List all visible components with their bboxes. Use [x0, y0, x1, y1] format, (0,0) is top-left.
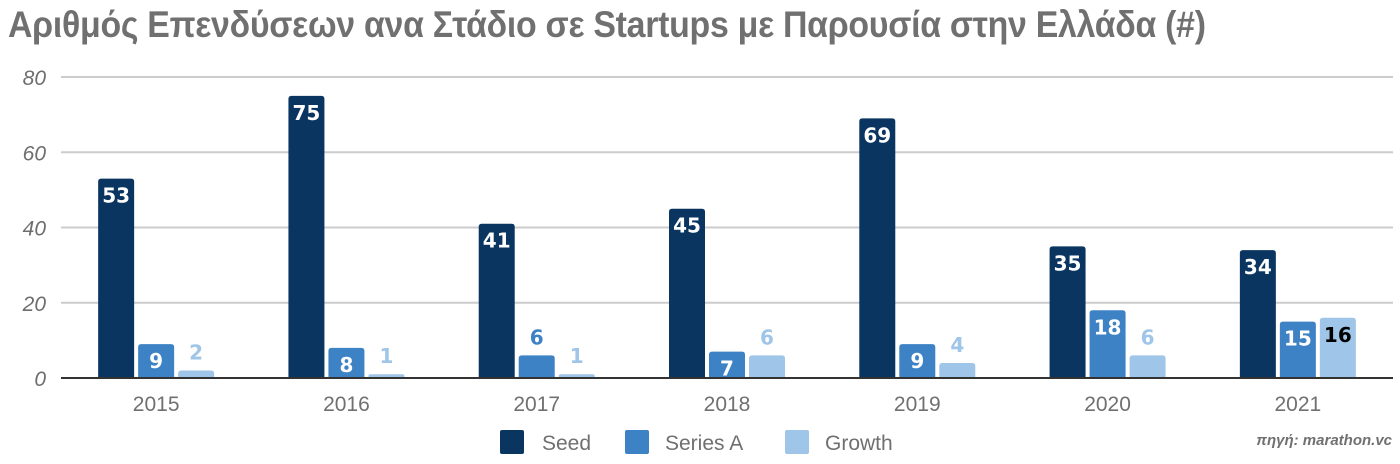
bar-growth-2015 [178, 370, 215, 378]
bar-series-a-2021 [1279, 321, 1316, 378]
y-tick-label: 40 [23, 218, 47, 241]
bar-seed-2017 [478, 223, 515, 378]
x-tick-label: 2021 [1274, 393, 1321, 416]
x-tick-label: 2016 [323, 393, 370, 416]
data-label-seed-2016: 75 [293, 101, 321, 125]
data-label-series-a-2018: 7 [720, 357, 734, 381]
legend-label-series-a: Series A [665, 432, 743, 455]
bar-growth-2018 [749, 355, 785, 378]
legend-swatch-series-a [625, 430, 649, 454]
bar-series-a-2017 [518, 355, 555, 378]
y-axis-ticks: 0 20 40 60 80 [22, 67, 47, 391]
y-tick-label: 20 [22, 293, 47, 316]
bar-seed-2020 [1049, 246, 1086, 378]
data-label-growth-2015: 2 [189, 340, 203, 364]
data-label-seed-2019: 69 [863, 123, 891, 147]
y-tick-label: 60 [23, 142, 47, 165]
bar-series-a-2020 [1089, 310, 1126, 378]
data-label-growth-2018: 6 [760, 325, 774, 349]
y-tick-label: 0 [34, 368, 46, 391]
legend: Seed Series A Growth [500, 430, 893, 455]
bars [98, 95, 1356, 378]
bar-growth-2021 [1319, 317, 1356, 378]
bar-series-a-2015 [138, 344, 175, 378]
x-tick-label: 2017 [513, 393, 560, 416]
data-label-series-a-2019: 9 [910, 349, 924, 373]
data-label-growth-2021: 16 [1324, 323, 1352, 347]
bar-seed-2015 [98, 178, 135, 378]
x-tick-label: 2018 [704, 393, 751, 416]
legend-swatch-seed [500, 430, 524, 454]
data-label-series-a-2020: 18 [1094, 315, 1122, 339]
data-label-seed-2018: 45 [673, 214, 701, 238]
data-label-seed-2017: 41 [483, 229, 511, 253]
data-label-series-a-2016: 8 [339, 353, 353, 377]
bar-seed-2016 [288, 95, 325, 378]
chart-title: Αριθμός Επενδύσεων ανα Στάδιο σε Startup… [8, 4, 1206, 45]
data-label-seed-2015: 53 [102, 184, 130, 208]
source-note: πηγή: marathon.vc [1256, 432, 1392, 449]
data-label-growth-2019: 4 [950, 333, 964, 357]
bar-seed-2021 [1239, 250, 1276, 378]
data-label-seed-2020: 35 [1054, 251, 1082, 275]
bar-series-a-2016 [328, 347, 365, 378]
y-tick-label: 80 [23, 67, 47, 90]
legend-label-growth: Growth [825, 432, 893, 455]
bar-seed-2018 [669, 208, 705, 378]
data-label-growth-2016: 1 [379, 344, 393, 368]
legend-swatch-growth [785, 430, 809, 454]
data-label-series-a-2021: 15 [1284, 327, 1312, 351]
x-tick-label: 2019 [894, 393, 941, 416]
legend-label-seed: Seed [542, 432, 591, 455]
x-tick-label: 2020 [1084, 393, 1131, 416]
bar-series-a-2018 [709, 351, 745, 378]
bar-growth-2020 [1129, 355, 1166, 378]
bar-growth-2019 [939, 362, 976, 378]
x-axis-ticks: 2015 2016 2017 2018 2019 2020 2021 [133, 393, 1321, 416]
bar-seed-2019 [859, 118, 896, 378]
bar-series-a-2019 [899, 344, 936, 378]
x-tick-label: 2015 [133, 393, 180, 416]
data-label-growth-2017: 1 [570, 344, 584, 368]
data-label-seed-2021: 34 [1244, 255, 1272, 279]
data-label-series-a-2017: 6 [530, 325, 544, 349]
gridlines [61, 76, 1393, 304]
data-label-series-a-2015: 9 [149, 349, 163, 373]
data-labels: 53 9 2 75 8 1 41 6 1 45 7 6 69 9 4 35 18 6 34 15 16 [102, 101, 1352, 381]
data-label-growth-2020: 6 [1141, 325, 1155, 349]
